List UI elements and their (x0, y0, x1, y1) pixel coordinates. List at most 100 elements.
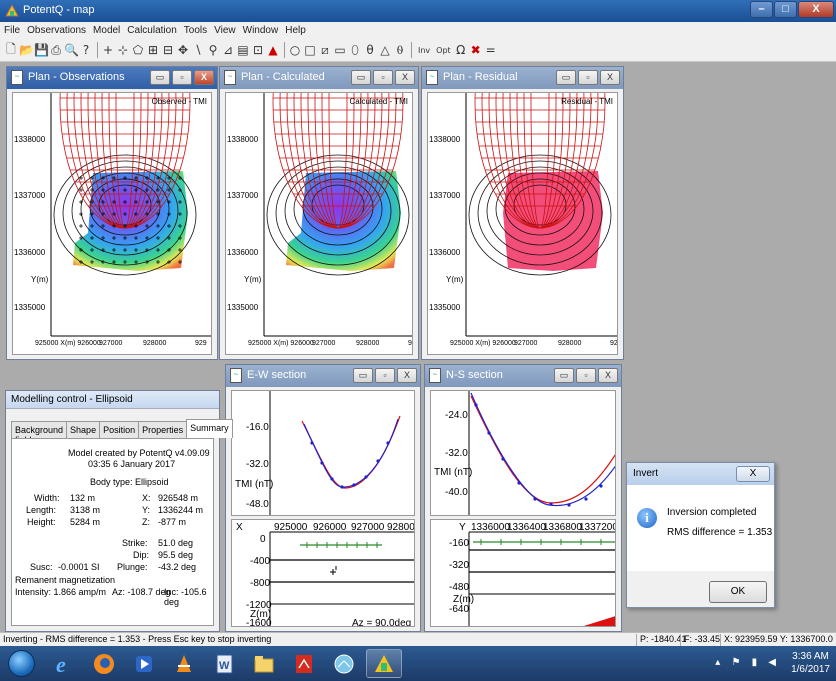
menu-help[interactable]: Help (285, 25, 306, 36)
minimize-button[interactable]: ▭ (554, 368, 574, 383)
restore-button[interactable]: ▫ (373, 70, 393, 85)
ns-section-window[interactable]: ~ N-S section ▭ ▫ X -24.0 -32.0 TMI (nT) -… (424, 364, 622, 632)
tray-icons[interactable]: ▴ ⚑ ▮ ◀ (715, 657, 780, 668)
pdf-icon[interactable] (286, 649, 322, 678)
maximize-button[interactable]: □ (774, 1, 797, 18)
grid-select-icon[interactable]: ⊟ (162, 43, 174, 57)
print-icon[interactable]: ⎙ (51, 42, 61, 57)
y-tick: 0 (260, 534, 266, 545)
prism-icon[interactable]: □ (304, 43, 316, 57)
close-button[interactable]: X (397, 368, 417, 383)
menu-observations[interactable]: Observations (27, 25, 87, 36)
move-icon[interactable]: ✥ (177, 43, 189, 57)
pipe-icon[interactable]: θ (366, 43, 374, 57)
menu-model[interactable]: Model (93, 25, 121, 36)
menu-window[interactable]: Window (242, 25, 279, 36)
ns-depth-plot[interactable]: Y 1336000 1336400 1336800 1337200 -160 -… (430, 519, 616, 627)
crosshair-icon[interactable]: + (102, 43, 114, 57)
menu-tools[interactable]: Tools (183, 25, 208, 36)
restore-button[interactable]: ▫ (172, 70, 192, 85)
table-icon[interactable]: ▤ (237, 43, 249, 57)
plan-residual-window[interactable]: ~ Plan - Residual ▭ ▫ X Residual - TMI 1338… (421, 66, 624, 360)
ie-icon[interactable]: e (46, 649, 82, 678)
tab-position[interactable]: Position (99, 421, 140, 438)
ew-profile-plot[interactable]: -16.0 -32.0 TMI (nT) -48.0 (231, 390, 415, 516)
polygon-icon[interactable]: ⬠ (132, 43, 144, 57)
equals-icon[interactable]: = (485, 43, 496, 57)
save-icon[interactable]: 💾 (34, 43, 49, 57)
print-preview-icon[interactable]: 🔍 (64, 43, 79, 57)
omega-icon[interactable]: Ω (456, 43, 466, 57)
window-titlebar[interactable]: ~ E-W section ▭ ▫ X (226, 365, 420, 387)
tab-shape[interactable]: Shape (66, 421, 101, 438)
potentq-taskbar-icon[interactable] (366, 649, 402, 678)
dialog-close-button[interactable]: X (736, 466, 770, 482)
zoom-icon[interactable]: ⚲ (208, 43, 218, 57)
optimize-button[interactable]: Opt (436, 45, 451, 55)
minimize-button[interactable]: ▭ (556, 70, 576, 85)
ellipsoid-icon[interactable]: ⬯ (351, 42, 359, 57)
open-folder-icon[interactable]: 📂 (19, 43, 34, 57)
plan-observations-window[interactable]: ~ Plan - Observations ▭ ▫ X Observed - TMI… (6, 66, 218, 360)
firefox-icon[interactable] (86, 649, 122, 678)
tab-summary[interactable]: Summary (186, 419, 233, 438)
menu-file[interactable]: File (4, 25, 21, 36)
menu-calculation[interactable]: Calculation (127, 25, 177, 36)
close-button[interactable]: X (598, 368, 618, 383)
window-titlebar[interactable]: ~ Plan - Residual ▭ ▫ X (422, 67, 623, 89)
dyke-icon[interactable]: ⧄ (321, 42, 329, 57)
start-button[interactable] (8, 650, 35, 677)
restore-button[interactable]: ▫ (576, 368, 596, 383)
grid-icon[interactable]: ⊡ (252, 43, 264, 57)
menu-view[interactable]: View (214, 25, 236, 36)
word-icon[interactable]: W (206, 649, 242, 678)
help-icon[interactable]: ? (82, 43, 90, 57)
delete-icon[interactable]: ✖ (470, 43, 481, 57)
ew-section-window[interactable]: ~ E-W section ▭ ▫ X -16.0 -32.0 TMI (nT) -… (225, 364, 421, 632)
plan-plot[interactable]: Calculated - TMI 1338000 1337000 1336000 Y(m… (225, 92, 413, 355)
toolbar-divider (284, 42, 285, 58)
invert-dialog[interactable]: Invert X i Inversion completed RMS diffe… (626, 462, 775, 608)
close-button[interactable]: X (395, 70, 415, 85)
grid-edit-icon[interactable]: ⊞ (147, 43, 159, 57)
clock[interactable]: 3:36 AM 1/6/2017 (791, 650, 830, 676)
modelling-control-panel[interactable]: Modelling control - Ellipsoid Background… (5, 390, 233, 632)
invert-button[interactable]: Inv (418, 45, 431, 55)
polygon-body-icon[interactable]: ⍬ (396, 42, 404, 57)
close-button[interactable]: X (798, 1, 834, 18)
network-icon[interactable] (326, 649, 362, 678)
created-time: 03:35 6 January 2017 (88, 459, 176, 469)
cylinder-icon[interactable]: ▭ (334, 43, 346, 57)
line-icon[interactable]: ∖ (194, 43, 202, 57)
media-player-icon[interactable] (126, 649, 162, 678)
new-file-icon[interactable]: 🗋 (6, 41, 16, 56)
tab-properties[interactable]: Properties (138, 421, 188, 438)
sphere-icon[interactable]: ○ (289, 43, 301, 57)
close-button[interactable]: X (194, 70, 214, 85)
remanent-label: Remanent magnetization (15, 575, 116, 585)
body-icon[interactable]: ▲ (268, 43, 278, 57)
restore-button[interactable]: ▫ (375, 368, 395, 383)
vlc-icon[interactable] (166, 649, 202, 678)
minimize-button[interactable]: ▭ (150, 70, 170, 85)
minimize-button[interactable]: ▭ (351, 70, 371, 85)
plan-plot[interactable]: Observed - TMI 1338000 1337000 1336000 Y(m) 1… (12, 92, 212, 355)
add-point-icon[interactable]: ⊹ (117, 43, 129, 57)
plan-calculated-window[interactable]: ~ Plan - Calculated ▭ ▫ X Calculated - TMI… (219, 66, 419, 360)
window-titlebar[interactable]: ~ Plan - Observations ▭ ▫ X (7, 67, 217, 89)
restore-button[interactable]: ▫ (578, 70, 598, 85)
triangle-icon[interactable]: △ (380, 43, 390, 57)
profile-icon[interactable]: ⊿ (222, 43, 234, 57)
window-titlebar[interactable]: ~ N-S section ▭ ▫ X (425, 365, 621, 387)
x-tick: 928000 (143, 340, 167, 347)
window-titlebar[interactable]: ~ Plan - Calculated ▭ ▫ X (220, 67, 418, 89)
explorer-icon[interactable] (246, 649, 282, 678)
plan-plot[interactable]: Residual - TMI 1338000 1337000 1336000 Y(m) 1… (427, 92, 618, 355)
minimize-button[interactable]: – (750, 1, 773, 18)
close-button[interactable]: X (600, 70, 620, 85)
ns-profile-plot[interactable]: -24.0 -32.0 TMI (nT) -40.0 (430, 390, 616, 516)
minimize-button[interactable]: ▭ (353, 368, 373, 383)
ew-depth-plot[interactable]: X 925000 926000 927000 928000 0 -400 -80… (231, 519, 415, 627)
ok-button[interactable]: OK (709, 581, 767, 603)
tab-background-field[interactable]: Background field (11, 421, 68, 445)
